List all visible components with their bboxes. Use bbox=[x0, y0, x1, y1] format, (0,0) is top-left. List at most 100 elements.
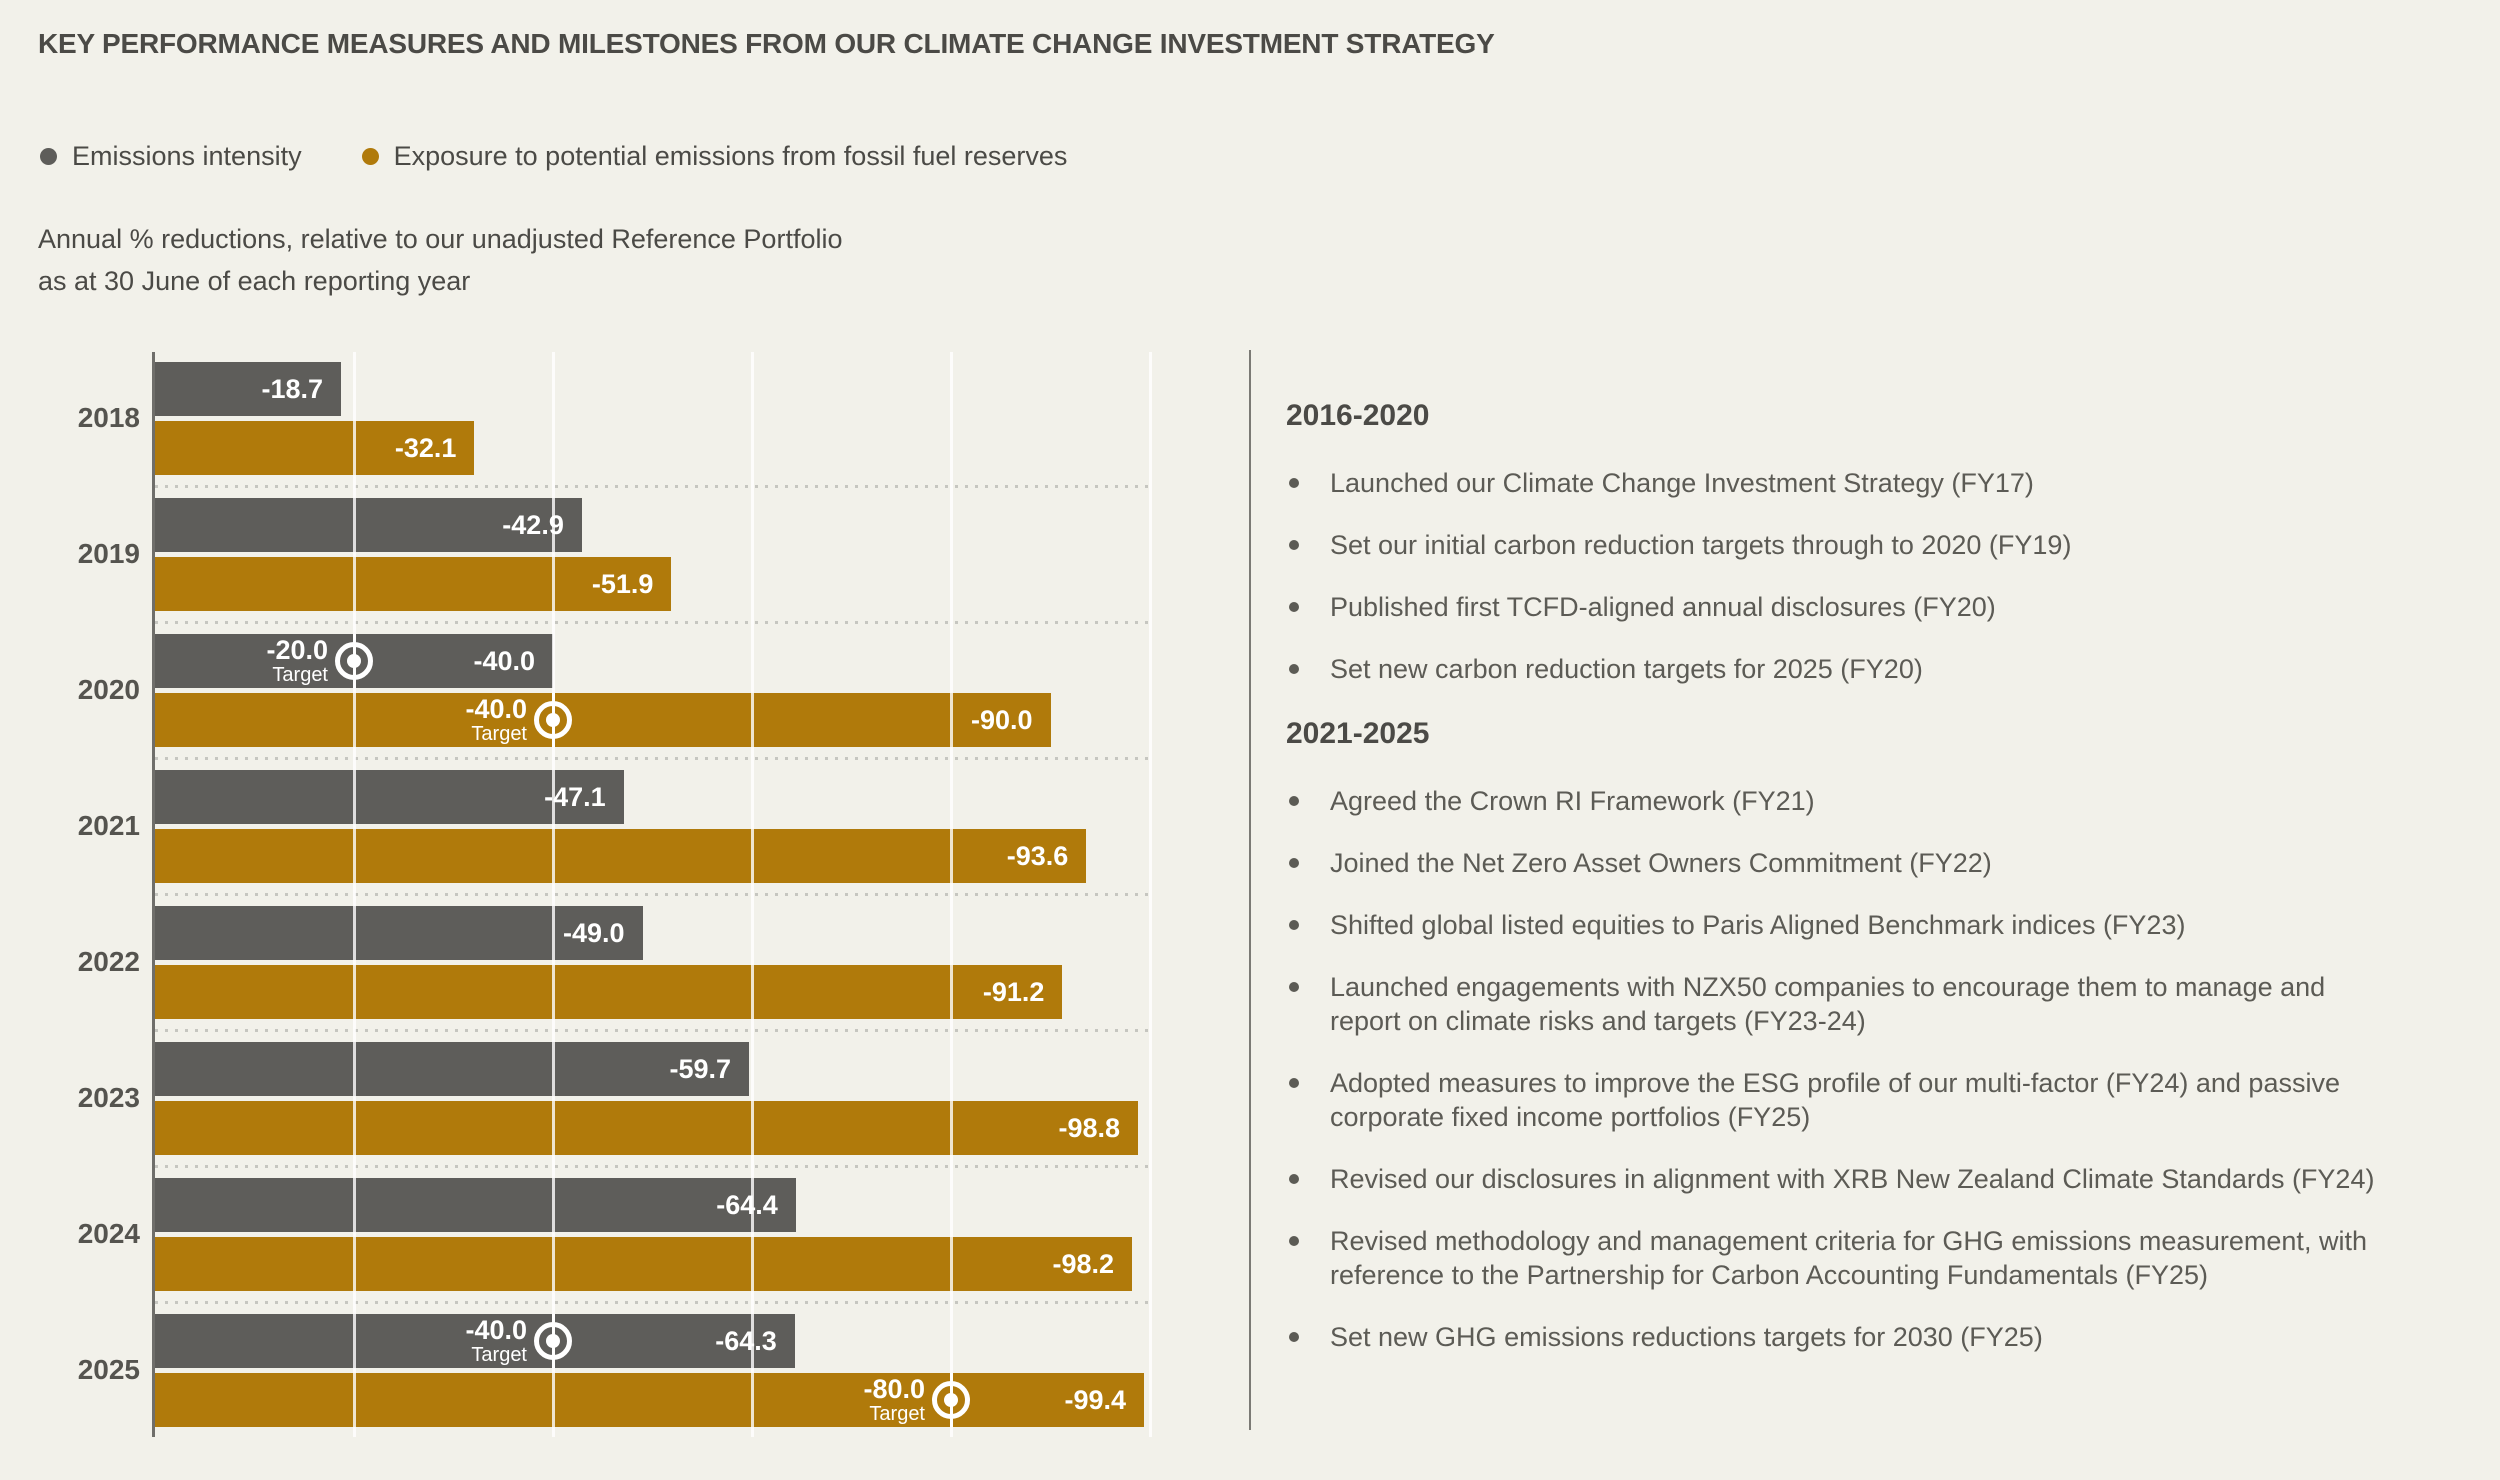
page-title: KEY PERFORMANCE MEASURES AND MILESTONES … bbox=[38, 28, 1495, 59]
legend-dot-fossil-fuel-exposure bbox=[361, 147, 379, 165]
value-label-exposure-to-potential-emissions-from-fossil-fuel-reserves-2024: -98.2 bbox=[1052, 1248, 1115, 1279]
value-label-exposure-to-potential-emissions-from-fossil-fuel-reserves-2022: -91.2 bbox=[982, 976, 1045, 1007]
group-separator-line bbox=[155, 757, 1150, 760]
milestone-item: Revised our disclosures in alignment wit… bbox=[1286, 1162, 2481, 1196]
bar-emissions-intensity-2023 bbox=[155, 1042, 749, 1096]
target-marker-ring-2020 bbox=[335, 642, 373, 680]
group-separator-line bbox=[155, 1029, 1150, 1032]
target-marker-ring-2025 bbox=[932, 1381, 970, 1419]
value-label-exposure-to-potential-emissions-from-fossil-fuel-reserves-2023: -98.8 bbox=[1058, 1112, 1121, 1143]
target-word: Target bbox=[471, 1344, 527, 1366]
milestone-item: Set new GHG emissions reductions targets… bbox=[1286, 1320, 2481, 1354]
value-label-emissions-intensity-2018: -18.7 bbox=[261, 373, 324, 404]
bar-exposure-to-potential-emissions-from-fossil-fuel-reserves-2023 bbox=[155, 1101, 1139, 1155]
gridline-minus-40 bbox=[551, 352, 555, 1437]
target-value: -20.0 bbox=[266, 635, 328, 665]
value-label-emissions-intensity-2019: -42.9 bbox=[502, 509, 564, 540]
milestone-item: Revised methodology and management crite… bbox=[1286, 1224, 2481, 1292]
target-label-emissions-intensity-2025: -40.0 Target bbox=[155, 1314, 527, 1368]
group-separator-line bbox=[155, 621, 1150, 624]
gridline-minus-60 bbox=[750, 352, 754, 1437]
year-label-2023: 2023 bbox=[77, 1082, 140, 1113]
year-label-2021: 2021 bbox=[77, 810, 140, 841]
milestone-heading-2021-2025: 2021-2025 bbox=[1286, 717, 1430, 750]
bar-emissions-intensity-2024 bbox=[155, 1178, 796, 1232]
milestone-item: Shifted global listed equities to Paris … bbox=[1286, 908, 2481, 942]
group-separator-line bbox=[155, 1165, 1150, 1168]
y-axis-line bbox=[152, 352, 155, 1437]
milestone-item: Agreed the Crown RI Framework (FY21) bbox=[1286, 784, 2481, 818]
bar-exposure-to-potential-emissions-from-fossil-fuel-reserves-2021 bbox=[155, 829, 1087, 883]
target-label-exposure-to-potential-emissions-from-fossil-fuel-reserves-2020: -40.0 Target bbox=[155, 693, 527, 747]
vertical-divider bbox=[1249, 350, 1251, 1430]
target-value: -40.0 bbox=[465, 694, 527, 724]
year-label-2019: 2019 bbox=[77, 538, 140, 569]
bar-exposure-to-potential-emissions-from-fossil-fuel-reserves-2024 bbox=[155, 1237, 1133, 1291]
value-label-exposure-to-potential-emissions-from-fossil-fuel-reserves-2025: -99.4 bbox=[1064, 1384, 1127, 1415]
milestone-item: Launched our Climate Change Investment S… bbox=[1286, 466, 2481, 500]
value-label-exposure-to-potential-emissions-from-fossil-fuel-reserves-2018: -32.1 bbox=[394, 432, 457, 463]
bar-exposure-to-potential-emissions-from-fossil-fuel-reserves-2025 bbox=[155, 1373, 1145, 1427]
target-marker-dot-2020 bbox=[347, 654, 361, 668]
target-marker-dot-2025 bbox=[546, 1334, 560, 1348]
target-word: Target bbox=[869, 1403, 925, 1425]
value-label-emissions-intensity-2023: -59.7 bbox=[669, 1053, 731, 1084]
bar-emissions-intensity-2018 bbox=[155, 362, 342, 416]
group-separator-line bbox=[155, 893, 1150, 896]
target-label-exposure-to-potential-emissions-from-fossil-fuel-reserves-2025: -80.0 Target bbox=[155, 1373, 925, 1427]
value-label-emissions-intensity-2025: -64.3 bbox=[715, 1325, 777, 1356]
value-label-exposure-to-potential-emissions-from-fossil-fuel-reserves-2020: -90.0 bbox=[970, 704, 1033, 735]
gridline-minus-100 bbox=[1148, 352, 1152, 1437]
milestone-item: Set our initial carbon reduction targets… bbox=[1286, 528, 2481, 562]
target-label-emissions-intensity-2020: -20.0 Target bbox=[155, 634, 328, 688]
bar-chart: 2018 -18.7 -32.1 2019 -42.9 -51.9 2020 -40.0 -20… bbox=[77, 352, 1152, 1437]
group-separator-line bbox=[155, 485, 1150, 488]
bar-exposure-to-potential-emissions-from-fossil-fuel-reserves-2020 bbox=[155, 693, 1051, 747]
milestone-item: Published first TCFD-aligned annual disc… bbox=[1286, 590, 2481, 624]
legend-label: Emissions intensity bbox=[72, 140, 302, 171]
chart-legend: Emissions intensity Exposure to potentia… bbox=[40, 140, 1067, 172]
year-label-2020: 2020 bbox=[77, 674, 140, 705]
bar-exposure-to-potential-emissions-from-fossil-fuel-reserves-2019 bbox=[155, 557, 672, 611]
value-label-exposure-to-potential-emissions-from-fossil-fuel-reserves-2021: -93.6 bbox=[1006, 840, 1069, 871]
gridline-minus-80 bbox=[949, 352, 953, 1437]
year-label-2022: 2022 bbox=[77, 946, 140, 977]
legend-label: Exposure to potential emissions from fos… bbox=[393, 140, 1068, 171]
bar-emissions-intensity-2019 bbox=[155, 498, 582, 552]
group-separator-line bbox=[155, 1301, 1150, 1304]
value-label-emissions-intensity-2022: -49.0 bbox=[563, 917, 625, 948]
legend-item-fossil-fuel-exposure: Exposure to potential emissions from fos… bbox=[361, 140, 1068, 172]
chart-subtitle: Annual % reductions, relative to our una… bbox=[38, 224, 843, 296]
legend-dot-emissions-intensity bbox=[40, 147, 57, 165]
milestone-item: Set new carbon reduction targets for 202… bbox=[1286, 652, 2481, 686]
bar-exposure-to-potential-emissions-from-fossil-fuel-reserves-2022 bbox=[155, 965, 1063, 1019]
value-label-emissions-intensity-2020: -40.0 bbox=[473, 645, 535, 676]
target-marker-ring-2020 bbox=[534, 701, 572, 739]
bar-emissions-intensity-2021 bbox=[155, 770, 624, 824]
milestone-item: Adopted measures to improve the ESG prof… bbox=[1286, 1066, 2481, 1134]
gridline-minus-20 bbox=[352, 352, 356, 1437]
bar-emissions-intensity-2022 bbox=[155, 906, 643, 960]
value-label-emissions-intensity-2021: -47.1 bbox=[544, 781, 606, 812]
bar-exposure-to-potential-emissions-from-fossil-fuel-reserves-2018 bbox=[155, 421, 475, 475]
legend-item-emissions-intensity: Emissions intensity bbox=[40, 141, 302, 172]
target-word: Target bbox=[471, 723, 527, 745]
year-label-2025: 2025 bbox=[77, 1354, 140, 1385]
value-label-emissions-intensity-2024: -64.4 bbox=[716, 1189, 778, 1220]
year-label-2024: 2024 bbox=[77, 1218, 140, 1249]
target-value: -40.0 bbox=[465, 1315, 527, 1345]
milestone-item: Joined the Net Zero Asset Owners Commitm… bbox=[1286, 846, 2481, 880]
target-word: Target bbox=[272, 664, 328, 686]
target-marker-dot-2020 bbox=[546, 713, 560, 727]
milestone-item: Launched engagements with NZX50 companie… bbox=[1286, 970, 2481, 1038]
value-label-exposure-to-potential-emissions-from-fossil-fuel-reserves-2019: -51.9 bbox=[591, 568, 654, 599]
target-marker-ring-2025 bbox=[534, 1322, 572, 1360]
bar-emissions-intensity-2025 bbox=[155, 1314, 795, 1368]
year-label-2018: 2018 bbox=[77, 402, 140, 433]
milestone-heading-2016-2020: 2016-2020 bbox=[1286, 399, 1430, 432]
milestone-list-2021-2025: Agreed the Crown RI Framework (FY21) Join… bbox=[1286, 784, 2481, 1354]
target-value: -80.0 bbox=[863, 1374, 925, 1404]
milestones-panel: 2016-2020 Launched our Climate Change Inv… bbox=[1286, 398, 2481, 1382]
target-marker-dot-2025 bbox=[944, 1393, 958, 1407]
